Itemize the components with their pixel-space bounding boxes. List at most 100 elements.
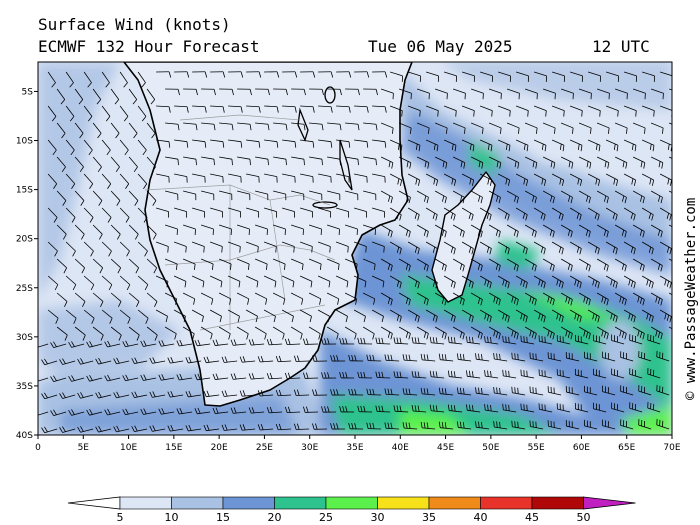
- wind-barb: [228, 139, 243, 148]
- wind-barb: [344, 258, 358, 270]
- wind-barb: [201, 190, 215, 201]
- wind-barb: [128, 292, 140, 308]
- wind-barb: [228, 105, 243, 113]
- wind-barb: [506, 326, 519, 340]
- wind-barb: [183, 156, 197, 166]
- wind-barb: [461, 207, 474, 221]
- wind-barb: [380, 224, 393, 238]
- wind-barb: [416, 88, 430, 100]
- wind-barb: [101, 71, 110, 88]
- wind-barb: [372, 173, 386, 183]
- wind-barb: [321, 338, 337, 345]
- wind-barb: [239, 424, 256, 431]
- lon-tick-label: 5E: [78, 443, 90, 453]
- wind-barb: [173, 241, 187, 253]
- wind-barb: [470, 190, 483, 204]
- wind-barb: [529, 386, 544, 396]
- wind-barb: [389, 173, 403, 186]
- wind-barb: [335, 309, 348, 323]
- wind-barb: [497, 173, 511, 186]
- wind-barb: [245, 241, 259, 253]
- wind-barb: [659, 241, 672, 255]
- wind-barb: [326, 326, 339, 340]
- wind-barb: [372, 207, 386, 218]
- wind-barb: [221, 356, 238, 363]
- wind-barb: [384, 388, 400, 396]
- wind-barb: [201, 122, 216, 131]
- wind-barb: [122, 408, 139, 416]
- wind-barb: [101, 275, 113, 291]
- wind-barb: [425, 139, 439, 152]
- wind-barb: [470, 122, 484, 134]
- wind-barb: [515, 173, 529, 186]
- wind-barb: [515, 139, 529, 152]
- wind-barb: [560, 326, 573, 340]
- wind-barb: [275, 389, 292, 397]
- wind-barb: [236, 326, 249, 340]
- wind-barb: [520, 403, 535, 413]
- wind-barb: [584, 419, 598, 430]
- wind-barb: [56, 190, 67, 206]
- wind-barb: [375, 371, 391, 379]
- wind-barb: [149, 391, 166, 398]
- wind-barb: [300, 71, 316, 78]
- wind-barb: [266, 406, 283, 414]
- wind-barb: [497, 139, 511, 152]
- wind-barb: [452, 258, 465, 272]
- wind-barb: [282, 173, 296, 183]
- colorbar-segment: [531, 496, 584, 510]
- wind-barb: [110, 190, 121, 206]
- wind-barb: [587, 139, 601, 152]
- lat-tick-label: 25S: [16, 284, 33, 294]
- wind-barb: [239, 390, 256, 397]
- wind-barb: [429, 404, 445, 413]
- wind-barb: [407, 309, 420, 323]
- wind-barb: [357, 337, 373, 345]
- wind-barb: [632, 156, 646, 169]
- wind-barb: [565, 386, 580, 396]
- wind-barb: [659, 207, 672, 221]
- wind-barb: [434, 258, 447, 272]
- wind-barb: [372, 105, 387, 113]
- wind-barb: [488, 88, 502, 100]
- wind-barb: [524, 88, 538, 100]
- wind-barb: [300, 105, 315, 113]
- wind-barb: [290, 292, 304, 305]
- wind-barb: [312, 355, 328, 362]
- wind-barb: [236, 224, 250, 236]
- wind-barb: [569, 173, 583, 186]
- wind-barb: [264, 139, 279, 148]
- wind-barb: [281, 309, 294, 323]
- wind-barb: [59, 426, 76, 433]
- colorbar-segment: [119, 496, 172, 510]
- wind-barb: [192, 173, 206, 183]
- wind-barb: [629, 368, 643, 379]
- wind-barb: [290, 258, 304, 270]
- wind-barb: [629, 402, 643, 413]
- wind-barb: [354, 105, 369, 113]
- wind-barb: [416, 224, 429, 238]
- wind-barb: [362, 224, 376, 236]
- wind-barb: [438, 421, 454, 430]
- wind-barb: [529, 352, 544, 362]
- wind-barb: [101, 139, 111, 156]
- wind-barb: [443, 139, 457, 152]
- wind-barb: [344, 292, 358, 305]
- wind-barb: [407, 71, 421, 82]
- wind-barb: [122, 340, 139, 348]
- lon-tick-label: 65E: [618, 443, 635, 453]
- wind-barb: [339, 406, 355, 413]
- wind-barb: [246, 105, 261, 113]
- wind-barb: [407, 173, 421, 186]
- wind-barb: [348, 354, 364, 362]
- wind-barb: [176, 339, 193, 347]
- wind-barb: [366, 422, 382, 430]
- wind-barb: [308, 224, 322, 236]
- wind-barb: [140, 408, 157, 415]
- wind-barb: [515, 105, 529, 117]
- wind-barb: [83, 309, 95, 324]
- wind-barb: [623, 241, 636, 255]
- wind-barb: [101, 105, 111, 122]
- wind-barb: [425, 275, 438, 289]
- wind-barb: [484, 404, 499, 413]
